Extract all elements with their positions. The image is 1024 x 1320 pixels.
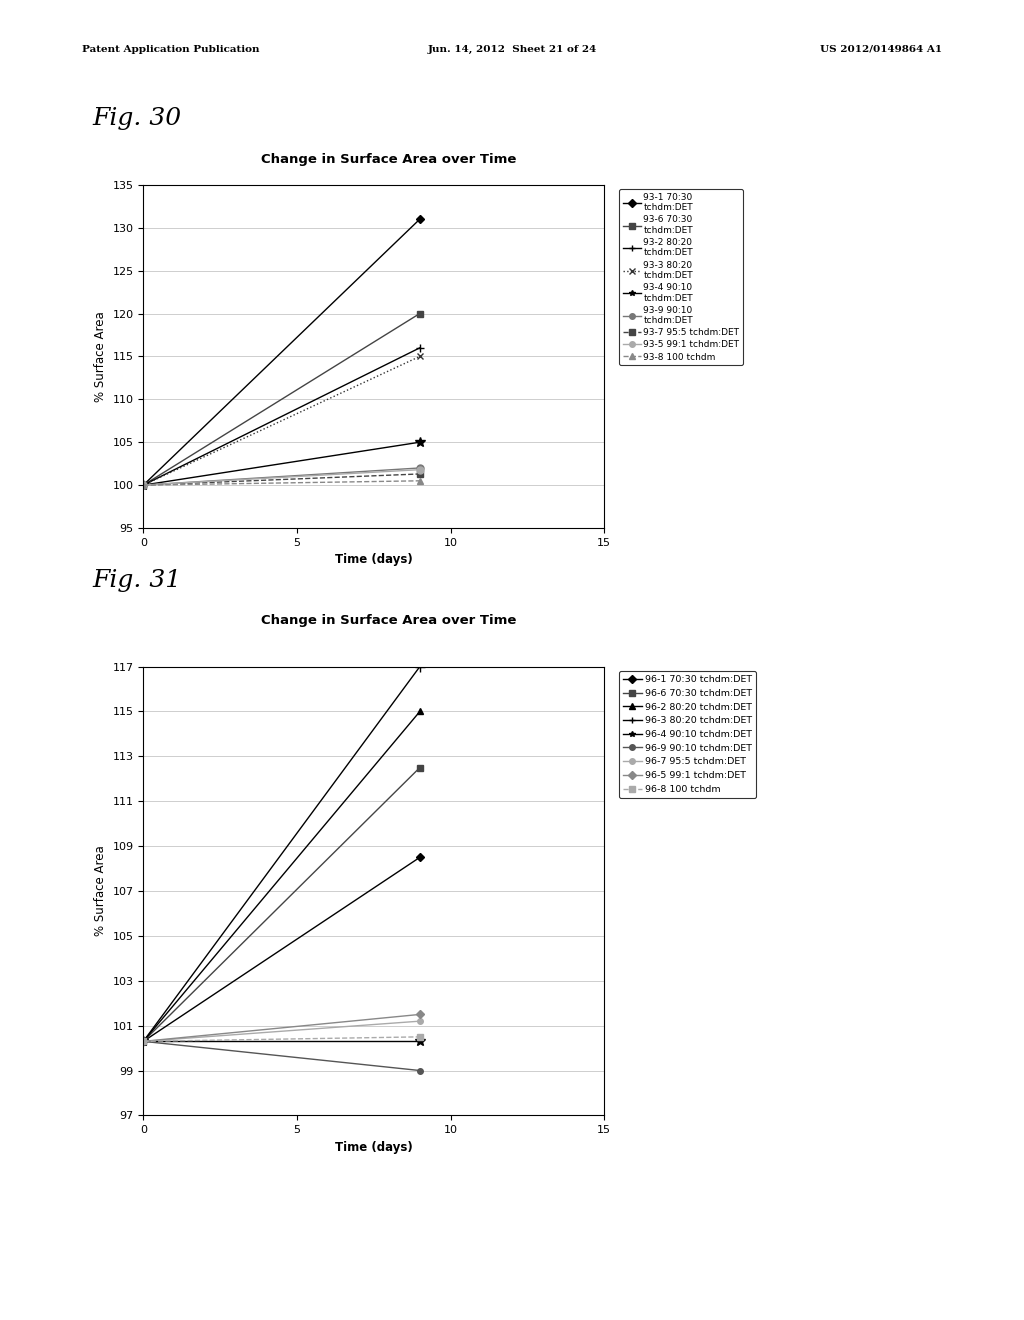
X-axis label: Time (days): Time (days) [335, 1140, 413, 1154]
Text: Change in Surface Area over Time: Change in Surface Area over Time [261, 614, 517, 627]
X-axis label: Time (days): Time (days) [335, 553, 413, 566]
Text: US 2012/0149864 A1: US 2012/0149864 A1 [820, 45, 942, 54]
Text: Patent Application Publication: Patent Application Publication [82, 45, 259, 54]
Text: Change in Surface Area over Time: Change in Surface Area over Time [261, 153, 517, 166]
Legend: 96-1 70:30 tchdm:DET, 96-6 70:30 tchdm:DET, 96-2 80:20 tchdm:DET, 96-3 80:20 tch: 96-1 70:30 tchdm:DET, 96-6 70:30 tchdm:D… [620, 672, 756, 797]
Legend: 93-1 70:30
tchdm:DET, 93-6 70:30
tchdm:DET, 93-2 80:20
tchdm:DET, 93-3 80:20
tch: 93-1 70:30 tchdm:DET, 93-6 70:30 tchdm:D… [618, 189, 742, 366]
Text: Fig. 30: Fig. 30 [92, 107, 181, 131]
Y-axis label: % Surface Area: % Surface Area [94, 312, 106, 401]
Y-axis label: % Surface Area: % Surface Area [94, 846, 106, 936]
Text: Fig. 31: Fig. 31 [92, 569, 181, 593]
Text: Jun. 14, 2012  Sheet 21 of 24: Jun. 14, 2012 Sheet 21 of 24 [427, 45, 597, 54]
